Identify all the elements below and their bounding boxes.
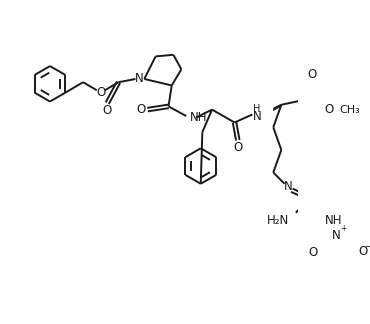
Text: O: O — [233, 141, 242, 154]
Text: NH: NH — [189, 111, 207, 124]
Text: O: O — [308, 246, 317, 259]
Text: N: N — [135, 73, 144, 86]
Text: O: O — [102, 104, 112, 117]
Text: H₂N: H₂N — [267, 214, 289, 227]
Text: N: N — [283, 180, 292, 193]
Text: −: − — [365, 242, 370, 252]
Text: N: N — [332, 229, 340, 242]
Text: N: N — [253, 110, 262, 123]
Text: O: O — [137, 103, 146, 116]
Text: O: O — [307, 68, 317, 81]
Text: H: H — [253, 104, 261, 114]
Text: NH: NH — [325, 214, 342, 227]
Text: H: H — [257, 108, 265, 118]
Text: +: + — [340, 225, 347, 233]
Text: O: O — [96, 86, 105, 99]
Text: N: N — [262, 106, 271, 119]
Text: O: O — [359, 245, 368, 258]
Bar — [254, 106, 272, 119]
Text: CH₃: CH₃ — [339, 105, 360, 115]
Text: O: O — [325, 103, 334, 116]
